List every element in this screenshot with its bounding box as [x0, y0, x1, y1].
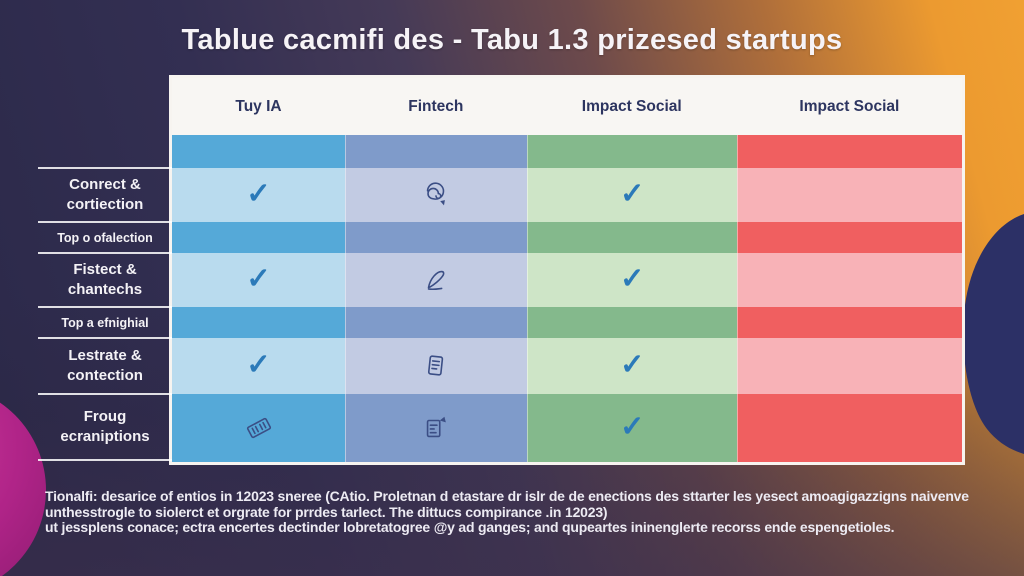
row-label: Fistect & chantechs: [38, 252, 172, 306]
checkmark-icon: ✓: [246, 177, 271, 210]
column-header: Impact Social: [581, 97, 682, 115]
table-cell: [345, 135, 527, 168]
row-label-line: Top a efnighial: [61, 315, 149, 330]
footnote-line: ut jessplens conace; ectra encertes dect…: [45, 519, 895, 535]
row-label-line: Conrect &: [69, 176, 141, 193]
table-cell: ✓: [172, 168, 345, 222]
checkmark-icon: ✓: [620, 410, 645, 443]
table-cell: [736, 135, 962, 168]
footnote-line: Tionalfi: desarice of entios in 12023 sn…: [45, 488, 969, 504]
column-header: Tuy IA: [235, 97, 282, 115]
row-label-line: Fistect &: [73, 261, 137, 278]
table-body: ✓ ✓ ✓ ✓ ✓ ✓ ✓: [172, 135, 962, 462]
table-row: [172, 222, 962, 253]
checkmark-icon: ✓: [620, 348, 645, 381]
pen-icon: [421, 265, 451, 295]
table-cell: [172, 222, 345, 253]
navy-crescent-decoration: [963, 214, 1024, 454]
table-cell: [736, 222, 962, 253]
row-label-line: Lestrate &: [68, 347, 142, 364]
row-label-line: ecraniptions: [60, 428, 150, 445]
table-row: ✓ ✓: [172, 253, 962, 307]
row-label-line: contection: [67, 367, 143, 384]
doc-pointer-icon: [421, 413, 451, 443]
table-cell: [345, 222, 527, 253]
table-cell: [345, 168, 527, 222]
table-cell: [736, 338, 962, 394]
column-header: Impact Social: [799, 97, 900, 115]
table-cell: [736, 253, 962, 307]
row-label: Froug ecraniptions: [38, 393, 172, 461]
table-cell: [172, 135, 345, 168]
row-label: Conrect & cortiection: [38, 167, 172, 221]
table-cell: [345, 394, 527, 462]
table-cell: [736, 168, 962, 222]
row-label: Top a efnighial: [38, 306, 172, 337]
table-row: ✓ ✓: [172, 168, 962, 222]
table-row: ✓ ✓: [172, 338, 962, 394]
checkmark-icon: ✓: [620, 262, 645, 295]
row-label-line: Froug: [83, 408, 127, 425]
table-cell: [172, 394, 345, 462]
row-label-line: chantechs: [67, 281, 143, 298]
checkmark-icon: ✓: [246, 262, 271, 295]
row-label-line: Top o ofalection: [57, 230, 153, 245]
row-label: Lestrate & contection: [38, 337, 172, 393]
table-cell: ✓: [172, 253, 345, 307]
swirl-icon: [421, 180, 451, 210]
table-cell: [345, 338, 527, 394]
table-cell: ✓: [172, 338, 345, 394]
page-title: Tablue cacmifi des - Tabu 1.3 prizesed s…: [181, 24, 843, 56]
checkmark-icon: ✓: [620, 177, 645, 210]
comparison-table: Tuy IA Fintech Impact Social Impact Social …: [169, 75, 965, 465]
table-cell: ✓: [526, 394, 737, 462]
row-label: Top o ofalection: [38, 221, 172, 252]
footnote: Tionalfi: desarice of entios in 12023 sn…: [45, 488, 985, 536]
table-cell: [526, 222, 737, 253]
checkmark-icon: ✓: [246, 348, 271, 381]
table-cell: [526, 135, 737, 168]
footnote-line: unthesstrogle to siolerct et orgrate for…: [45, 503, 608, 520]
table-cell: [345, 307, 527, 338]
table-cell: [736, 307, 962, 338]
table-cell: [172, 307, 345, 338]
table-header-row: Tuy IA Fintech Impact Social Impact Social: [172, 78, 962, 135]
column-header: Fintech: [408, 97, 464, 115]
ticket-icon: [244, 413, 274, 443]
table-row: [172, 135, 962, 168]
note-icon: [421, 351, 451, 381]
table-row: ✓: [172, 394, 962, 462]
table-cell: ✓: [526, 253, 737, 307]
table-cell: [345, 253, 527, 307]
table-cell: ✓: [526, 168, 737, 222]
table-row: [172, 307, 962, 338]
table-cell: [526, 307, 737, 338]
row-labels-column: Conrect & cortiection Top o ofalection Fist…: [38, 167, 172, 461]
table-cell: ✓: [526, 338, 737, 394]
table-cell: [736, 394, 962, 462]
row-label-line: cortiection: [66, 196, 144, 213]
